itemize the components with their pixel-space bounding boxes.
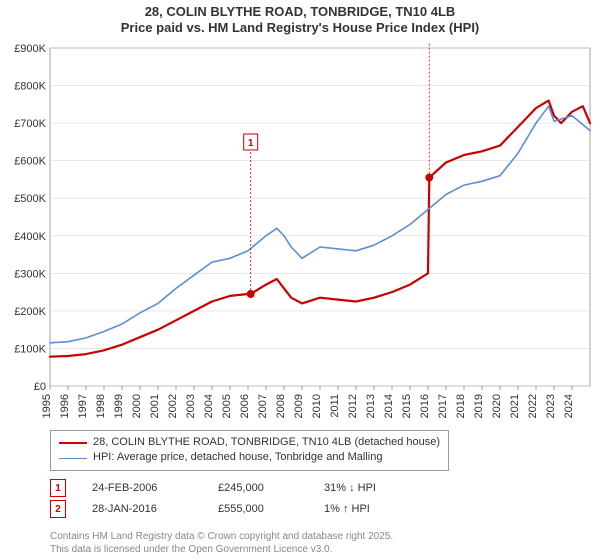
svg-text:1996: 1996 (59, 394, 71, 418)
svg-text:1995: 1995 (41, 394, 53, 418)
svg-text:2003: 2003 (185, 394, 197, 418)
legend-label: 28, COLIN BLYTHE ROAD, TONBRIDGE, TN10 4… (93, 435, 440, 450)
svg-text:2024: 2024 (563, 394, 575, 418)
sales-table: 1 24-FEB-2006 £245,000 31% ↓ HPI 2 28-JAN-201… (50, 478, 414, 520)
footer: Contains HM Land Registry data © Crown c… (50, 531, 393, 556)
svg-text:£700K: £700K (14, 118, 46, 130)
svg-text:2006: 2006 (239, 394, 251, 418)
svg-text:2009: 2009 (293, 394, 305, 418)
svg-text:2014: 2014 (383, 394, 395, 418)
chart-container: { "title": { "line1": "28, COLIN BLYTHE … (0, 0, 600, 560)
sale-row: 2 28-JAN-2016 £555,000 1% ↑ HPI (50, 499, 414, 520)
svg-text:2015: 2015 (401, 394, 413, 418)
svg-text:2000: 2000 (131, 394, 143, 418)
svg-text:1997: 1997 (77, 394, 89, 418)
svg-text:2001: 2001 (149, 394, 161, 418)
svg-text:2018: 2018 (455, 394, 467, 418)
svg-text:2012: 2012 (347, 394, 359, 418)
svg-text:1998: 1998 (95, 394, 107, 418)
svg-text:1999: 1999 (113, 394, 125, 418)
svg-text:2020: 2020 (491, 394, 503, 418)
svg-text:2011: 2011 (329, 394, 341, 418)
footer-line-1: Contains HM Land Registry data © Crown c… (50, 531, 393, 544)
svg-text:2021: 2021 (509, 394, 521, 418)
svg-text:£800K: £800K (14, 81, 46, 93)
sale-vs-hpi: 31% ↓ HPI (324, 478, 414, 499)
svg-text:£200K: £200K (14, 306, 46, 318)
svg-text:2005: 2005 (221, 394, 233, 418)
svg-text:2023: 2023 (545, 394, 557, 418)
legend: 28, COLIN BLYTHE ROAD, TONBRIDGE, TN10 4… (50, 430, 449, 471)
legend-row: HPI: Average price, detached house, Tonb… (59, 450, 440, 465)
svg-text:2013: 2013 (365, 394, 377, 418)
svg-text:£0: £0 (34, 381, 46, 393)
svg-text:2008: 2008 (275, 394, 287, 418)
svg-text:1: 1 (248, 138, 254, 149)
svg-text:£900K: £900K (14, 43, 46, 55)
sale-marker-number: 2 (50, 500, 66, 518)
sale-row: 1 24-FEB-2006 £245,000 31% ↓ HPI (50, 478, 414, 499)
svg-text:£300K: £300K (14, 268, 46, 280)
sale-marker-number: 1 (50, 479, 66, 497)
title-line-1: 28, COLIN BLYTHE ROAD, TONBRIDGE, TN10 4… (0, 4, 600, 20)
svg-text:2007: 2007 (257, 394, 269, 418)
sale-vs-hpi: 1% ↑ HPI (324, 499, 414, 520)
legend-swatch (59, 458, 87, 459)
svg-text:2016: 2016 (419, 394, 431, 418)
legend-row: 28, COLIN BLYTHE ROAD, TONBRIDGE, TN10 4… (59, 435, 440, 450)
title-block: 28, COLIN BLYTHE ROAD, TONBRIDGE, TN10 4… (0, 0, 600, 37)
sale-date: 24-FEB-2006 (92, 478, 192, 499)
svg-text:2004: 2004 (203, 394, 215, 418)
svg-text:2010: 2010 (311, 394, 323, 418)
svg-text:2019: 2019 (473, 394, 485, 418)
legend-label: HPI: Average price, detached house, Tonb… (93, 450, 382, 465)
chart-svg: £0 £100K £200K £300K £400K £500K £600K £700K £80… (0, 42, 600, 420)
svg-text:2017: 2017 (437, 394, 449, 418)
title-line-2: Price paid vs. HM Land Registry's House … (0, 20, 600, 36)
svg-text:£100K: £100K (14, 343, 46, 355)
sale-price: £245,000 (218, 478, 298, 499)
plot-area: £0 £100K £200K £300K £400K £500K £600K £700K £80… (0, 42, 600, 420)
svg-text:2022: 2022 (527, 394, 539, 418)
svg-text:2002: 2002 (167, 394, 179, 418)
sale-price: £555,000 (218, 499, 298, 520)
svg-text:£400K: £400K (14, 231, 46, 243)
svg-text:£500K: £500K (14, 193, 46, 205)
legend-swatch (59, 442, 87, 444)
footer-line-2: This data is licensed under the Open Gov… (50, 544, 393, 557)
sale-date: 28-JAN-2016 (92, 499, 192, 520)
svg-text:£600K: £600K (14, 156, 46, 168)
